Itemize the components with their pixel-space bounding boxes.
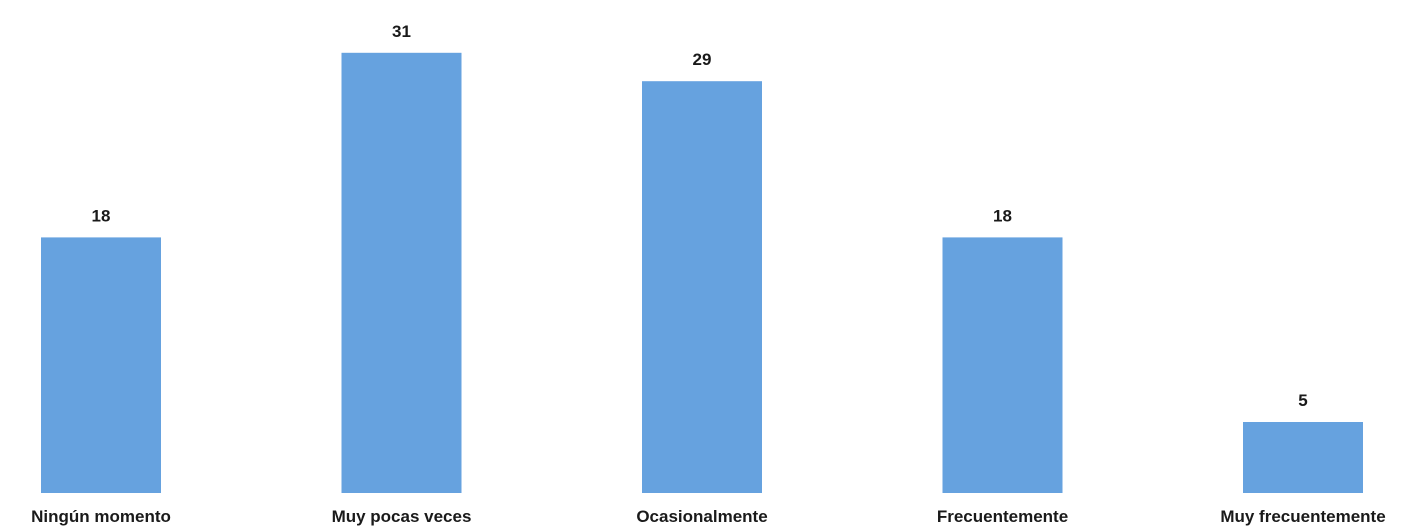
bar-value-label: 18 xyxy=(993,206,1012,225)
category-label: Ningún momento xyxy=(31,507,171,526)
bar-1 xyxy=(41,237,161,493)
bars-group xyxy=(41,52,1363,494)
category-label: Muy pocas veces xyxy=(332,507,472,526)
value-labels-group: 18 31 29 18 5 xyxy=(92,22,1308,410)
category-label: Ocasionalmente xyxy=(636,507,767,526)
bar-2 xyxy=(341,52,462,494)
bar-4 xyxy=(942,237,1063,493)
bar-value-label: 18 xyxy=(92,206,111,225)
category-labels-group: Ningún momento Muy pocas veces Ocasionalme… xyxy=(31,507,1386,526)
category-label: Muy frecuentemente xyxy=(1220,507,1385,526)
bar-3 xyxy=(642,81,762,493)
category-label: Frecuentemente xyxy=(937,507,1068,526)
bar-value-label: 31 xyxy=(392,22,411,41)
bar-value-label: 29 xyxy=(693,50,712,69)
bar-value-label: 5 xyxy=(1298,391,1307,410)
bar-5 xyxy=(1243,422,1363,493)
